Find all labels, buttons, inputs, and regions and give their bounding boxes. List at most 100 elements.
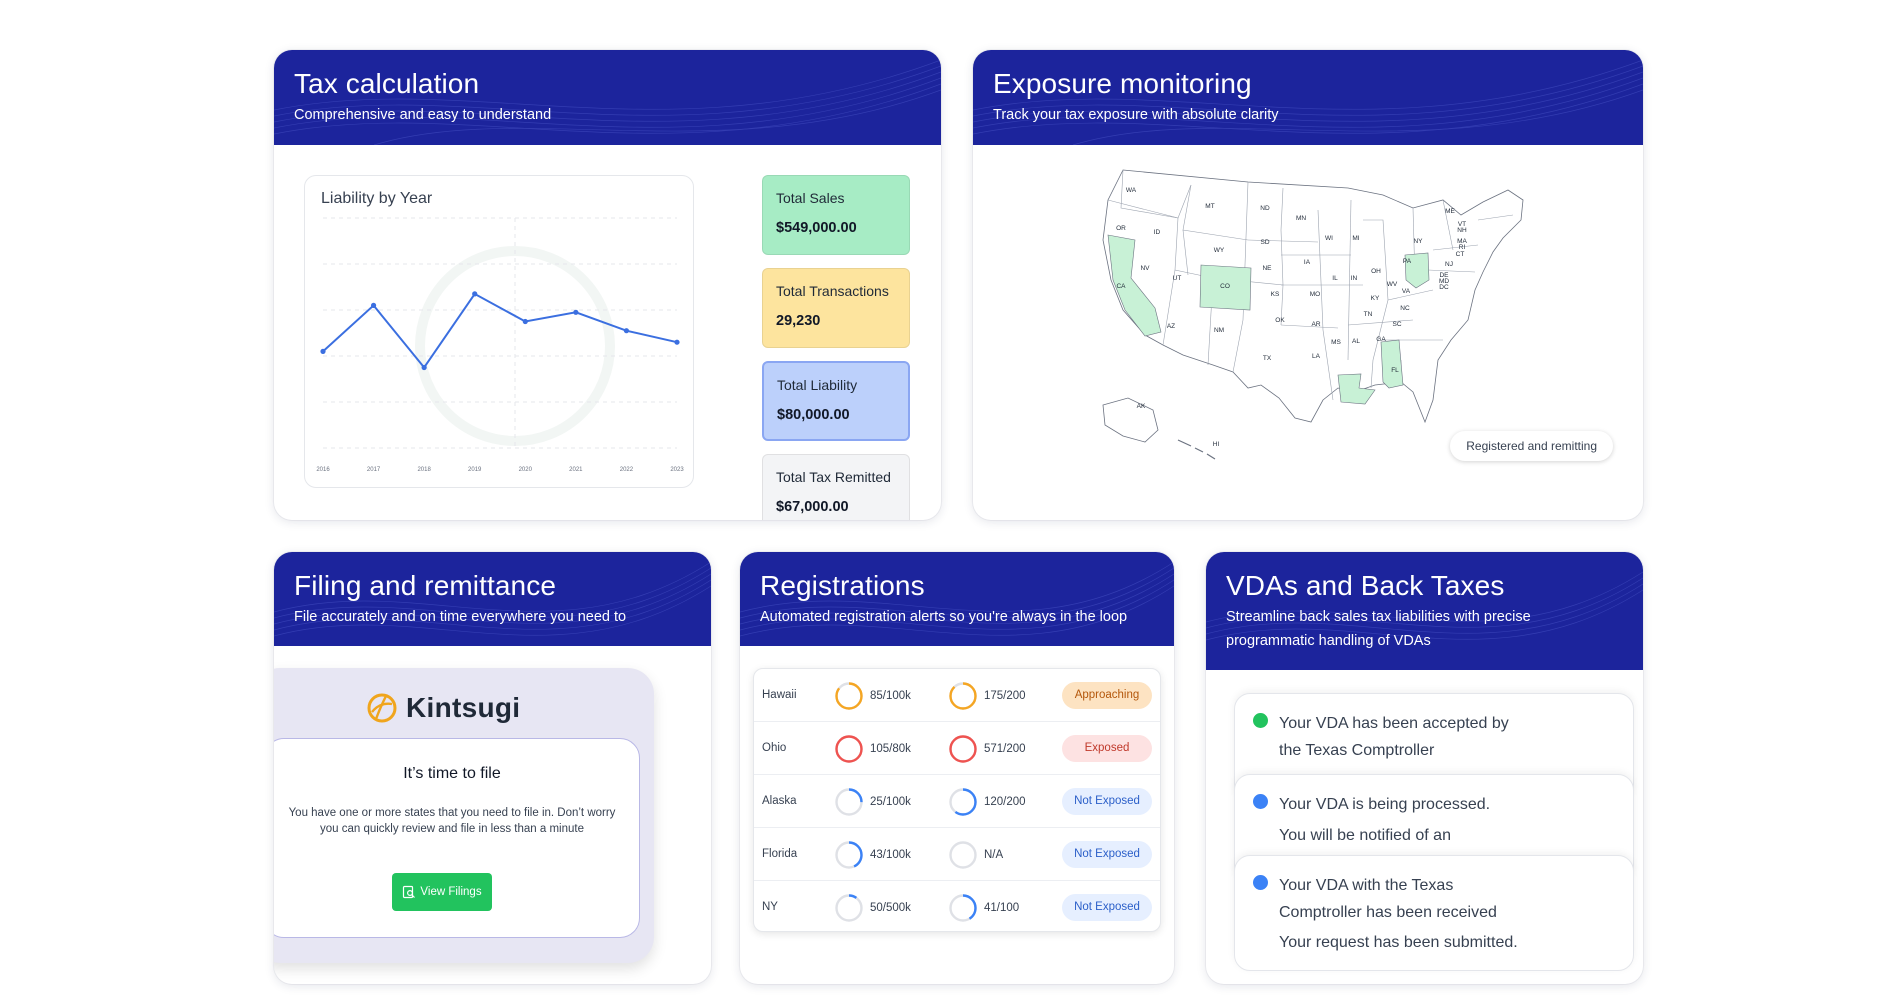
info-icon [1253, 794, 1268, 809]
data-point [573, 309, 579, 315]
notice-title: It’s time to file [403, 765, 501, 782]
state-label: HI [1213, 441, 1220, 448]
table-row[interactable]: Ohio 105/80k 571/200 Exposed [754, 722, 1160, 775]
chart-svg: 2016 2017 2018 2019 2020 2021 2022 2023 [316, 217, 684, 473]
progress-ring-icon [835, 734, 863, 763]
sales-value: 85/100k [870, 689, 911, 702]
data-point [320, 348, 326, 354]
filing-notice: It’s time to file You have one or more s… [274, 738, 640, 938]
liability-chart: Liability by Year 2016 2017 2018 2019 2020 20… [304, 175, 694, 488]
state-label: PA [1403, 258, 1412, 265]
us-map: WA OR CA NV ID MT WY UT AZ CO NM ND SD NE KS OK TX MN IA MO… [1083, 160, 1533, 480]
state-label: AZ [1167, 323, 1175, 330]
state-label: WY [1214, 247, 1225, 254]
table-row[interactable]: Alaska 25/100k 120/200 Not Exposed [754, 775, 1160, 828]
x-tick-label: 2016 [316, 467, 330, 473]
message-line: You will be notified of an [1279, 827, 1451, 844]
state-label: NC [1400, 305, 1410, 312]
state-label: AK [1137, 403, 1146, 410]
stat-total-sales: Total Sales $549,000.00 [762, 175, 910, 255]
kintsugi-logo-icon [367, 693, 397, 723]
state-border [1372, 299, 1389, 361]
transactions-threshold: 571/200 [948, 722, 1026, 775]
state-border [1322, 329, 1334, 401]
state-border [1477, 214, 1514, 221]
transactions-value: N/A [984, 848, 1004, 861]
state-label: CA [1116, 283, 1126, 290]
x-tick-label: 2017 [367, 467, 381, 473]
card-header: Exposure monitoring Track your tax expos… [973, 50, 1643, 145]
state-label: NE [1262, 265, 1272, 272]
state-label: MN [1296, 215, 1306, 222]
data-point [674, 339, 680, 345]
state-label: ND [1260, 205, 1270, 212]
status-badge: Exposed [1062, 735, 1152, 762]
card-subtitle: File accurately and on time everywhere y… [294, 609, 627, 625]
state-label: TX [1263, 355, 1272, 362]
state-label: DE [1439, 272, 1449, 279]
state-label: AR [1311, 321, 1320, 328]
state-border [1162, 269, 1176, 346]
sales-threshold: 50/500k [834, 881, 911, 931]
table-row[interactable]: Florida 43/100k N/A Not Exposed [754, 828, 1160, 881]
progress-ring-icon [835, 681, 863, 710]
state-label: RI [1459, 244, 1466, 251]
state-label: OR [1116, 225, 1126, 232]
state-label: MT [1205, 203, 1214, 210]
state-label: TN [1364, 311, 1373, 318]
table-row[interactable]: NY 50/500k 41/100 Not Exposed [754, 881, 1160, 931]
transactions-threshold: 41/100 [948, 881, 1019, 931]
state-label: ME [1445, 208, 1455, 215]
card-header: Registrations Automated registration ale… [740, 552, 1174, 646]
card-subtitle: Streamline back sales tax liabilities wi… [1226, 609, 1531, 649]
state-label: CO [1220, 283, 1230, 290]
state-label: KS [1271, 291, 1280, 298]
state-highlight-al [1380, 339, 1404, 389]
state-highlight-la [1337, 373, 1376, 405]
vda-card: VDAs and Back Taxes Streamline back sale… [1206, 552, 1643, 984]
card-subtitle: Track your tax exposure with absolute cl… [993, 107, 1279, 123]
x-tick-label: 2019 [468, 467, 482, 473]
brand-logo: Kintsugi [366, 692, 520, 724]
progress-ring-icon [835, 787, 863, 816]
data-point [370, 302, 377, 308]
view-filings-button[interactable]: View Filings [392, 873, 492, 911]
state-label: MA [1457, 238, 1467, 245]
state-label: MI [1352, 235, 1359, 242]
vda-notification[interactable]: Your VDA with the Texas Comptroller has … [1234, 855, 1634, 971]
transactions-value: 571/200 [984, 742, 1026, 755]
state-label: MS [1331, 339, 1341, 346]
stat-label: Total Sales [776, 190, 845, 206]
x-tick-label: 2020 [519, 467, 533, 473]
state-name: Florida [762, 848, 798, 860]
state-label: NH [1457, 227, 1467, 234]
state-name: NY [762, 901, 778, 913]
state-name: Ohio [762, 742, 787, 754]
progress-ring-icon [949, 734, 977, 763]
exposure-monitoring-card: Exposure monitoring Track your tax expos… [973, 50, 1643, 520]
card-subtitle: Comprehensive and easy to understand [294, 107, 552, 123]
registrations-table: Hawaii 85/100k 175/200 Approaching Ohio 105/8… [753, 668, 1161, 932]
registrations-card: Registrations Automated registration ale… [740, 552, 1174, 984]
progress-ring-icon [835, 893, 863, 922]
sales-value: 105/80k [870, 742, 911, 755]
data-point [472, 291, 478, 297]
card-header: Filing and remittance File accurately an… [274, 552, 711, 646]
state-border [1427, 269, 1476, 273]
state-border [1280, 324, 1339, 329]
state-name: Hawaii [762, 689, 797, 701]
table-row[interactable]: Hawaii 85/100k 175/200 Approaching [754, 669, 1160, 722]
hawaii-shape [1177, 439, 1216, 460]
us-map-svg: WA OR CA NV ID MT WY UT AZ CO NM ND SD NE KS OK TX MN IA MO… [1102, 169, 1524, 460]
status-badge: Approaching [1062, 682, 1152, 709]
message-line: Your VDA is being processed. [1279, 796, 1491, 813]
stat-total-tax-remitted: Total Tax Remitted $67,000.00 [762, 454, 910, 520]
x-tick-label: 2021 [569, 467, 583, 473]
state-label: MD [1439, 278, 1449, 285]
state-border [1182, 229, 1189, 276]
state-label: WI [1325, 235, 1333, 242]
sales-threshold: 25/100k [834, 775, 911, 828]
transactions-threshold: N/A [948, 828, 1003, 881]
info-icon [1253, 713, 1268, 728]
state-label: ID [1154, 229, 1161, 236]
